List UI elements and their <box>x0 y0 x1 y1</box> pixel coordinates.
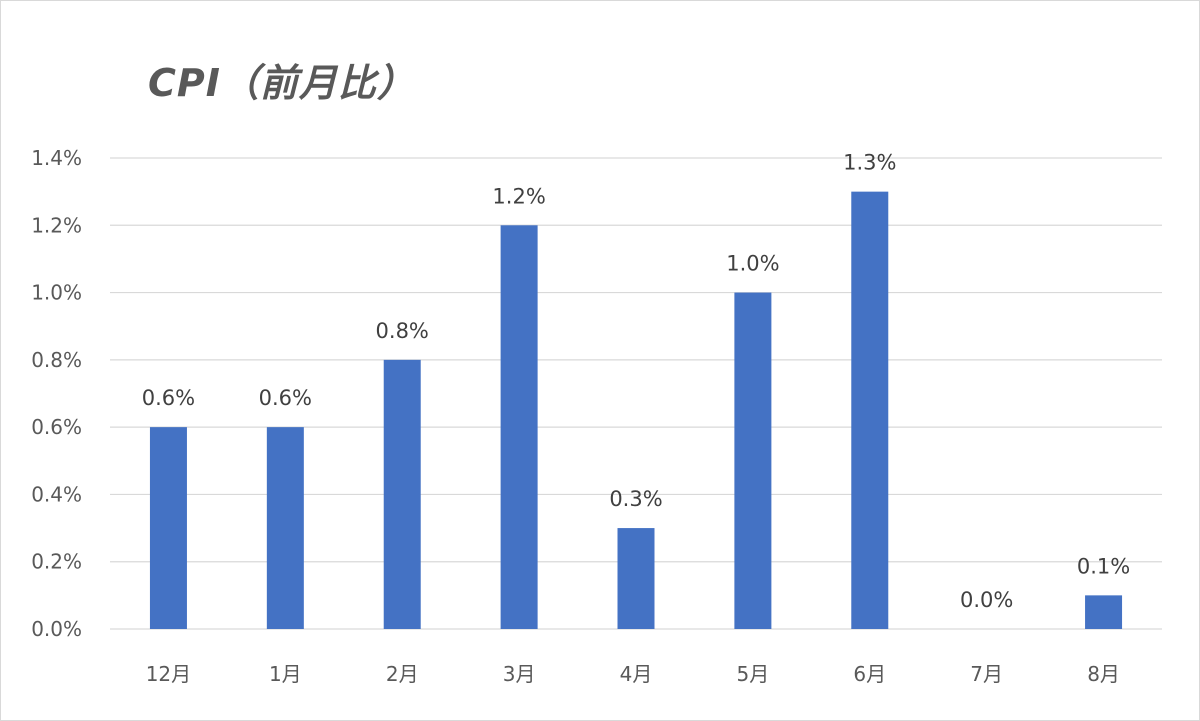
x-tick-label: 3月 <box>503 662 536 686</box>
x-tick-label: 7月 <box>970 662 1003 686</box>
y-tick-label: 1.4% <box>31 146 82 170</box>
data-label: 0.6% <box>259 386 312 410</box>
x-tick-label: 2月 <box>386 662 419 686</box>
y-tick-label: 0.0% <box>31 617 82 641</box>
bar <box>734 292 772 629</box>
chart-title: CPI（前月比） <box>148 61 416 105</box>
bar <box>500 225 538 630</box>
data-label: 1.2% <box>492 184 545 208</box>
y-tick-label: 0.6% <box>31 415 82 439</box>
bar <box>149 427 187 629</box>
x-tick-label: 4月 <box>620 662 653 686</box>
data-label: 1.3% <box>843 151 896 175</box>
bar <box>617 528 655 629</box>
bar <box>1085 595 1123 629</box>
y-tick-label: 1.2% <box>31 213 82 237</box>
data-labels: 0.6% 0.6% 0.8% 1.2% 0.3% 1.0% 1.3% 0.0% 0.1% <box>142 151 1130 612</box>
x-tick-label: 8月 <box>1087 662 1120 686</box>
data-label: 0.3% <box>609 487 662 511</box>
x-axis-tick-labels: 12月 1月 2月 3月 4月 5月 6月 7月 8月 <box>146 662 1120 686</box>
y-tick-label: 0.4% <box>31 482 82 506</box>
data-label: 0.1% <box>1077 554 1130 578</box>
y-tick-label: 1.0% <box>31 281 82 305</box>
data-label: 0.0% <box>960 588 1013 612</box>
y-axis-tick-labels: 0.0% 0.2% 0.4% 0.6% 0.8% 1.0% 1.2% 1.4% <box>31 146 82 641</box>
data-label: 1.0% <box>726 252 779 276</box>
x-tick-label: 1月 <box>269 662 302 686</box>
data-label: 0.6% <box>142 386 195 410</box>
bar <box>383 359 421 629</box>
bars <box>149 191 1123 630</box>
x-tick-label: 6月 <box>853 662 886 686</box>
data-label: 0.8% <box>376 319 429 343</box>
y-tick-label: 0.2% <box>31 550 82 574</box>
x-tick-label: 5月 <box>737 662 770 686</box>
bar <box>266 427 304 629</box>
x-tick-label: 12月 <box>146 662 191 686</box>
y-tick-label: 0.8% <box>31 348 82 372</box>
bar <box>851 191 889 629</box>
